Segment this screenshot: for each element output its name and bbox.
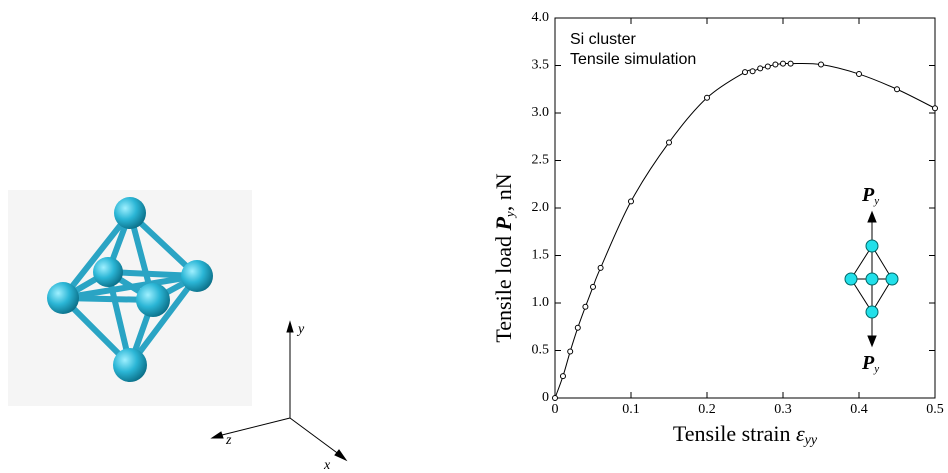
data-point [894, 86, 900, 93]
data-point [582, 303, 589, 310]
x-label-symbol: ε [796, 421, 805, 446]
axis-3d-label: x [323, 458, 331, 473]
x-axis-label: Tensile strain εyy [673, 421, 818, 448]
data-point [749, 68, 756, 75]
axes-3d [210, 320, 348, 462]
annotation: Si cluster [570, 31, 636, 48]
x-label-text: Tensile strain [673, 421, 791, 446]
data-point [574, 324, 581, 331]
curve [554, 62, 936, 399]
inset-symbol: P [861, 352, 875, 374]
y-tick-label: 2.0 [532, 200, 550, 215]
data-point [628, 198, 634, 205]
data-point [742, 69, 748, 76]
data-point [856, 71, 862, 78]
data-point [757, 65, 764, 72]
data-point [780, 60, 786, 67]
inset-diagram [844, 210, 899, 348]
y-tick-label: 1.0 [532, 295, 550, 310]
x-label-sub: yy [803, 433, 818, 448]
inset-symbol: P [861, 184, 875, 206]
y-axis-label: Tensile load Py, nN [491, 173, 517, 342]
y-tick-label: 3.0 [532, 105, 550, 120]
data-point [552, 395, 558, 401]
data-point [932, 105, 938, 112]
data-point [666, 139, 672, 146]
molecule [8, 190, 252, 406]
y-tick-label: 2.5 [532, 153, 550, 168]
x-tick-label: 0 [552, 402, 559, 417]
x-tick-label: 0.5 [926, 402, 944, 417]
annotation: Tensile simulation [570, 51, 696, 68]
y-tick-label: 3.5 [532, 58, 550, 73]
x-tick-label: 0.2 [698, 402, 716, 417]
y-tick-label: 0 [542, 390, 549, 405]
inset-sub: y [873, 195, 879, 207]
axis-3d-label: y [296, 322, 305, 337]
y-tick-label: 0.5 [532, 343, 550, 358]
x-tick-label: 0.1 [622, 402, 640, 417]
data-point [764, 63, 771, 70]
data-point [818, 61, 824, 68]
inset-sub: y [873, 363, 879, 375]
y-tick-label: 4.0 [532, 10, 550, 25]
data-point [772, 61, 779, 68]
x-tick-label: 0.4 [850, 402, 868, 417]
y-label-sub: y [502, 211, 517, 219]
y-label-symbol: P [491, 217, 516, 232]
y-tick-label: 1.5 [532, 248, 550, 263]
data-point [559, 373, 566, 380]
data-point [567, 348, 574, 355]
y-label-text: Tensile load [491, 236, 516, 343]
x-tick-label: 0.3 [774, 402, 792, 417]
inset-label: Py [861, 184, 879, 207]
data-point [590, 283, 596, 290]
atoms [47, 197, 213, 382]
data-point [704, 94, 710, 101]
axis-3d-label: z [225, 433, 232, 448]
data-point [597, 264, 604, 271]
inset-label: Py [861, 352, 879, 375]
y-label-unit: , nN [491, 173, 516, 211]
data-point [787, 60, 794, 67]
